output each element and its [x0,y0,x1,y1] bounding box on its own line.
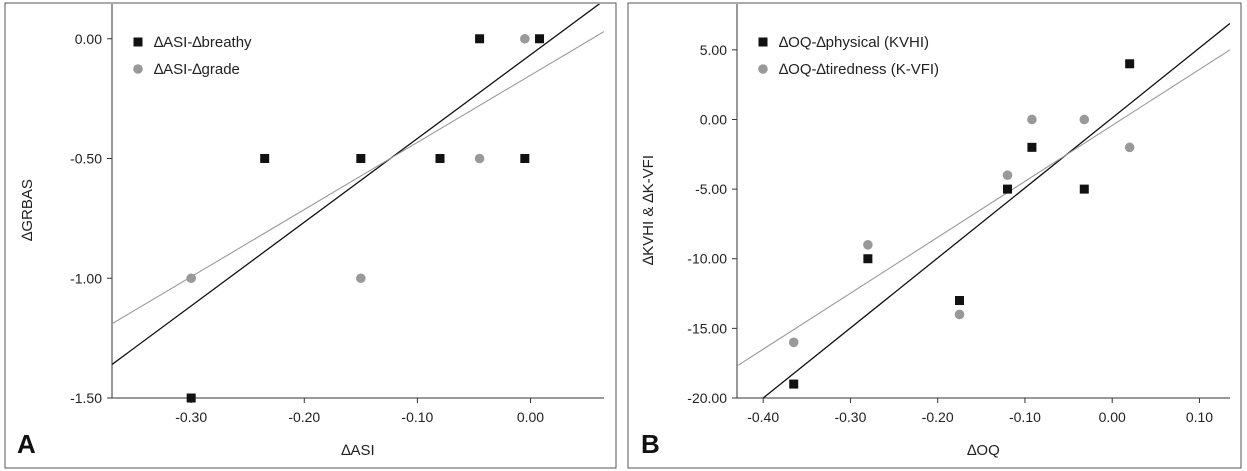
panel-a-series-0-point [475,34,485,44]
panel-a-x-tick-label: -0.20 [288,409,320,425]
panel-a-series-1-point [520,33,530,44]
panel-b-trend-line-0 [762,22,1230,398]
panel-a-series-1-point [474,153,485,164]
panel-b-series-1-point [954,309,965,320]
panel-a: -0.30 -0.20 -0.10 0.00 0.00 -0.50 -1.00 -1.50 ∆A… [4,2,617,469]
panel-a-series-0-point [356,154,366,164]
panel-a-y-tick-label: -0.50 [70,151,102,167]
panel-b-series-1-point [788,337,799,348]
panel-a-x-axis-title: ∆ASI [341,442,374,459]
panel-a-trend-line-0 [112,4,601,365]
panel-a-legend-label-1: ∆ASI-∆grade [154,61,240,78]
panel-a-series-0-point [520,154,530,164]
panel-b-legend-label-1: ∆OQ-∆tiredness (K-VFI) [779,61,939,78]
panel-b-series-0-point [1027,142,1037,152]
panel-a-legend-marker-0 [133,37,143,47]
panel-a-series-0-point [535,34,545,44]
panel-a-series-0-point [435,154,445,164]
panel-b-series-0-point [1079,184,1089,194]
panel-b-y-tick-label: -10.00 [687,251,727,267]
panel-b-series-0-point [789,379,799,389]
panel-a-x-tick-label: -0.30 [175,409,207,425]
panel-b-series-0-point [863,254,873,264]
panel-a-series-0-point [186,393,196,403]
panel-a-frame [4,2,617,469]
panel-a-x-tick-label: -0.10 [401,409,433,425]
panel-b-x-tick-label: -0.40 [747,409,779,425]
panel-b: -0.40 -0.30 -0.20 -0.10 0.00 0.10 5.00 0.00 -5.0… [627,2,1242,469]
panel-b-trend-line-1 [737,49,1230,367]
panel-a-legend-marker-1 [133,64,143,74]
panel-b-x-tick-label: 0.10 [1186,409,1213,425]
panel-a-label: A [17,429,36,459]
panel-b-series-0-point [1002,184,1012,194]
panel-b-series-0-point [955,296,965,306]
panel-b-x-tick-label: -0.30 [834,409,866,425]
panel-b-series-1-point [863,240,873,250]
panel-b-series-1-point [1002,170,1013,180]
panel-a-series-0-point [260,154,270,164]
panel-b-series-1-point [1079,114,1090,125]
panel-a-series-1-point [186,273,196,284]
panel-a-series-1-point [356,273,366,284]
panel-b-y-axis-title: ∆KVHI & ∆K-VFI [640,155,657,265]
panel-b-legend-marker-0 [758,37,768,47]
panel-b-x-tick-label: -0.20 [922,409,954,425]
panel-b-y-tick-label: -15.00 [687,320,727,336]
panel-b-x-tick-label: 0.00 [1099,409,1126,425]
panel-a-y-tick-label: -1.50 [70,390,102,406]
panel-b-frame [627,2,1242,469]
panel-b-legend-label-0: ∆OQ-∆physical (KVHI) [779,34,929,51]
panel-a-y-tick-label: 0.00 [75,31,102,47]
panel-b-y-tick-label: 5.00 [700,42,727,58]
panel-b-y-tick-label: 0.00 [700,111,727,127]
panel-a-y-axis-title: ∆GRBAS [19,179,36,241]
panel-b-x-axis-title: ∆OQ [967,442,1000,459]
panel-b-y-tick-label: -5.00 [695,181,727,197]
panel-b-label: B [641,429,660,459]
panel-b-series-0-point [1125,59,1135,69]
panel-b-series-1-point [1124,142,1135,153]
panel-b-legend-marker-1 [758,64,768,74]
panel-a-legend-label-0: ∆ASI-∆breathy [154,34,252,51]
panel-b-x-tick-label: -0.10 [1009,409,1041,425]
panel-a-y-tick-label: -1.00 [70,270,102,286]
panel-b-series-1-point [1027,114,1037,125]
panel-a-x-tick-label: 0.00 [517,409,544,425]
panel-b-y-tick-label: -20.00 [687,390,727,406]
